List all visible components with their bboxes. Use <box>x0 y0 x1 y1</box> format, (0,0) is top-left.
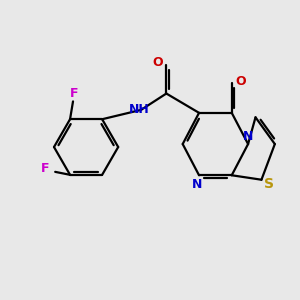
Text: S: S <box>264 177 274 191</box>
Text: N: N <box>243 130 253 143</box>
Text: NH: NH <box>129 103 150 116</box>
Text: O: O <box>152 56 163 69</box>
Text: N: N <box>192 178 203 191</box>
Text: F: F <box>70 88 79 100</box>
Text: O: O <box>235 75 246 88</box>
Text: F: F <box>40 162 49 176</box>
